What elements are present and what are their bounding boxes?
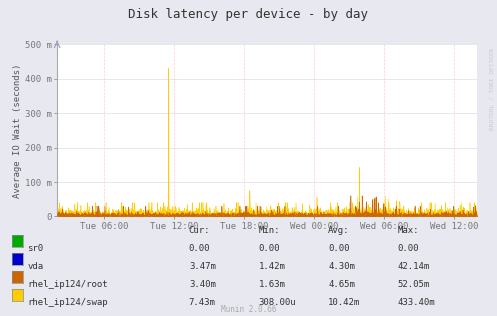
Text: 0.00: 0.00 <box>189 244 210 253</box>
Text: rhel_ip124/swap: rhel_ip124/swap <box>27 298 108 307</box>
Text: 308.00u: 308.00u <box>258 298 296 307</box>
Text: rhel_ip124/root: rhel_ip124/root <box>27 280 108 289</box>
Text: vda: vda <box>27 262 43 271</box>
Text: 0.00: 0.00 <box>398 244 419 253</box>
Y-axis label: Average IO Wait (seconds): Average IO Wait (seconds) <box>13 63 22 198</box>
Text: Min:: Min: <box>258 226 280 235</box>
Text: sr0: sr0 <box>27 244 43 253</box>
Text: Disk latency per device - by day: Disk latency per device - by day <box>129 8 368 21</box>
Text: Cur:: Cur: <box>189 226 210 235</box>
Text: 0.00: 0.00 <box>258 244 280 253</box>
Text: 7.43m: 7.43m <box>189 298 216 307</box>
Text: 52.05m: 52.05m <box>398 280 430 289</box>
Text: 4.65m: 4.65m <box>328 280 355 289</box>
Text: RRDTOOL / TOBI OETIKER: RRDTOOL / TOBI OETIKER <box>490 47 495 130</box>
Text: 3.40m: 3.40m <box>189 280 216 289</box>
Text: 3.47m: 3.47m <box>189 262 216 271</box>
Text: Avg:: Avg: <box>328 226 349 235</box>
Text: 4.30m: 4.30m <box>328 262 355 271</box>
Text: 42.14m: 42.14m <box>398 262 430 271</box>
Text: 10.42m: 10.42m <box>328 298 360 307</box>
Text: Max:: Max: <box>398 226 419 235</box>
Text: 1.63m: 1.63m <box>258 280 285 289</box>
Text: Munin 2.0.66: Munin 2.0.66 <box>221 306 276 314</box>
Text: 0.00: 0.00 <box>328 244 349 253</box>
Text: 1.42m: 1.42m <box>258 262 285 271</box>
Text: 433.40m: 433.40m <box>398 298 435 307</box>
